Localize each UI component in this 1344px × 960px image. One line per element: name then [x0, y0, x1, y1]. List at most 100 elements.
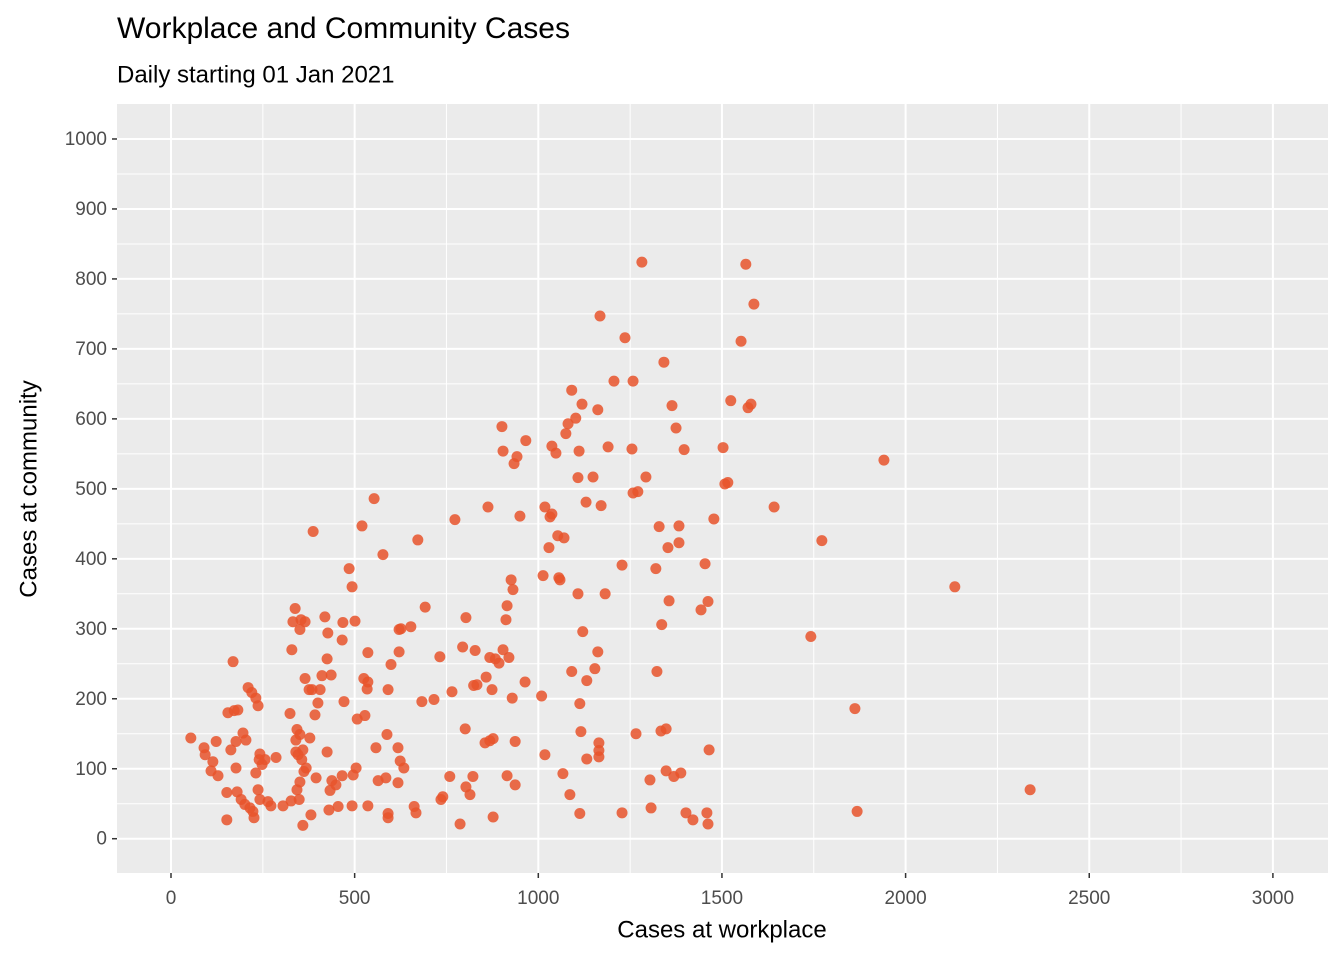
point — [459, 723, 471, 735]
point — [284, 707, 296, 719]
point — [550, 447, 562, 459]
point — [539, 501, 551, 513]
x-tick-label: 2000 — [884, 888, 926, 909]
point — [660, 723, 672, 735]
point — [316, 670, 328, 682]
point — [210, 735, 222, 747]
point — [252, 784, 264, 796]
point — [595, 500, 607, 512]
point — [658, 356, 670, 368]
point — [325, 669, 337, 681]
point — [745, 398, 757, 410]
point — [497, 445, 509, 457]
point — [702, 818, 714, 830]
point — [297, 744, 309, 756]
point — [572, 588, 584, 600]
x-tick-label: 3000 — [1252, 888, 1294, 909]
point — [480, 671, 492, 683]
point — [270, 752, 282, 764]
point — [645, 802, 657, 814]
point — [347, 769, 359, 781]
point — [546, 508, 558, 520]
point — [299, 672, 311, 684]
point — [543, 542, 555, 554]
point — [437, 791, 449, 803]
y-tick-label: 1000 — [65, 129, 107, 150]
point — [240, 734, 252, 746]
point — [562, 418, 574, 430]
point — [294, 728, 306, 740]
point — [382, 684, 394, 696]
point — [467, 770, 479, 782]
point — [294, 623, 306, 635]
point — [592, 404, 604, 416]
point — [701, 807, 713, 819]
point — [265, 800, 277, 812]
y-tick-label: 0 — [96, 829, 107, 850]
point — [307, 526, 319, 538]
point — [708, 513, 720, 525]
point — [616, 559, 628, 571]
point — [410, 807, 422, 819]
point — [678, 444, 690, 456]
point — [626, 443, 638, 455]
point — [699, 558, 711, 570]
y-axis-title: Cases at community — [15, 380, 42, 597]
point — [573, 445, 585, 457]
point — [599, 588, 611, 600]
y-tick-label: 100 — [75, 759, 107, 780]
point — [312, 697, 324, 709]
point — [296, 754, 308, 766]
point — [412, 534, 424, 546]
point — [230, 735, 242, 747]
point — [507, 584, 519, 596]
point — [675, 767, 687, 779]
point — [640, 471, 652, 483]
point — [370, 742, 382, 754]
point — [356, 520, 368, 532]
point — [385, 658, 397, 670]
point — [849, 703, 861, 715]
point — [558, 532, 570, 544]
point — [343, 563, 355, 575]
x-tick-label: 1500 — [701, 888, 743, 909]
point — [805, 630, 817, 642]
point — [593, 737, 605, 749]
point — [382, 812, 394, 824]
point — [434, 651, 446, 663]
x-tick-label: 1000 — [517, 888, 559, 909]
point — [199, 749, 211, 761]
point — [232, 704, 244, 716]
point — [695, 604, 707, 616]
point — [337, 616, 349, 628]
point — [594, 310, 606, 322]
point — [306, 684, 318, 696]
point — [380, 772, 392, 784]
point — [487, 733, 499, 745]
point — [392, 742, 404, 754]
point — [300, 762, 312, 774]
point — [319, 611, 331, 623]
point — [662, 542, 674, 554]
point — [851, 805, 863, 817]
y-tick-label: 200 — [75, 689, 107, 710]
point — [405, 621, 417, 633]
point — [454, 818, 466, 830]
point — [323, 804, 335, 816]
point — [332, 801, 344, 813]
point — [185, 732, 197, 744]
point — [304, 732, 316, 744]
point — [457, 641, 469, 653]
point — [536, 690, 548, 702]
point — [293, 794, 305, 806]
point — [392, 777, 404, 789]
point — [1024, 784, 1036, 796]
point — [537, 570, 549, 582]
point — [660, 765, 672, 777]
x-axis-title: Cases at workplace — [617, 916, 826, 943]
y-tick-label: 800 — [75, 269, 107, 290]
point — [362, 676, 374, 688]
x-tick-label: 500 — [339, 888, 371, 909]
point — [393, 646, 405, 658]
